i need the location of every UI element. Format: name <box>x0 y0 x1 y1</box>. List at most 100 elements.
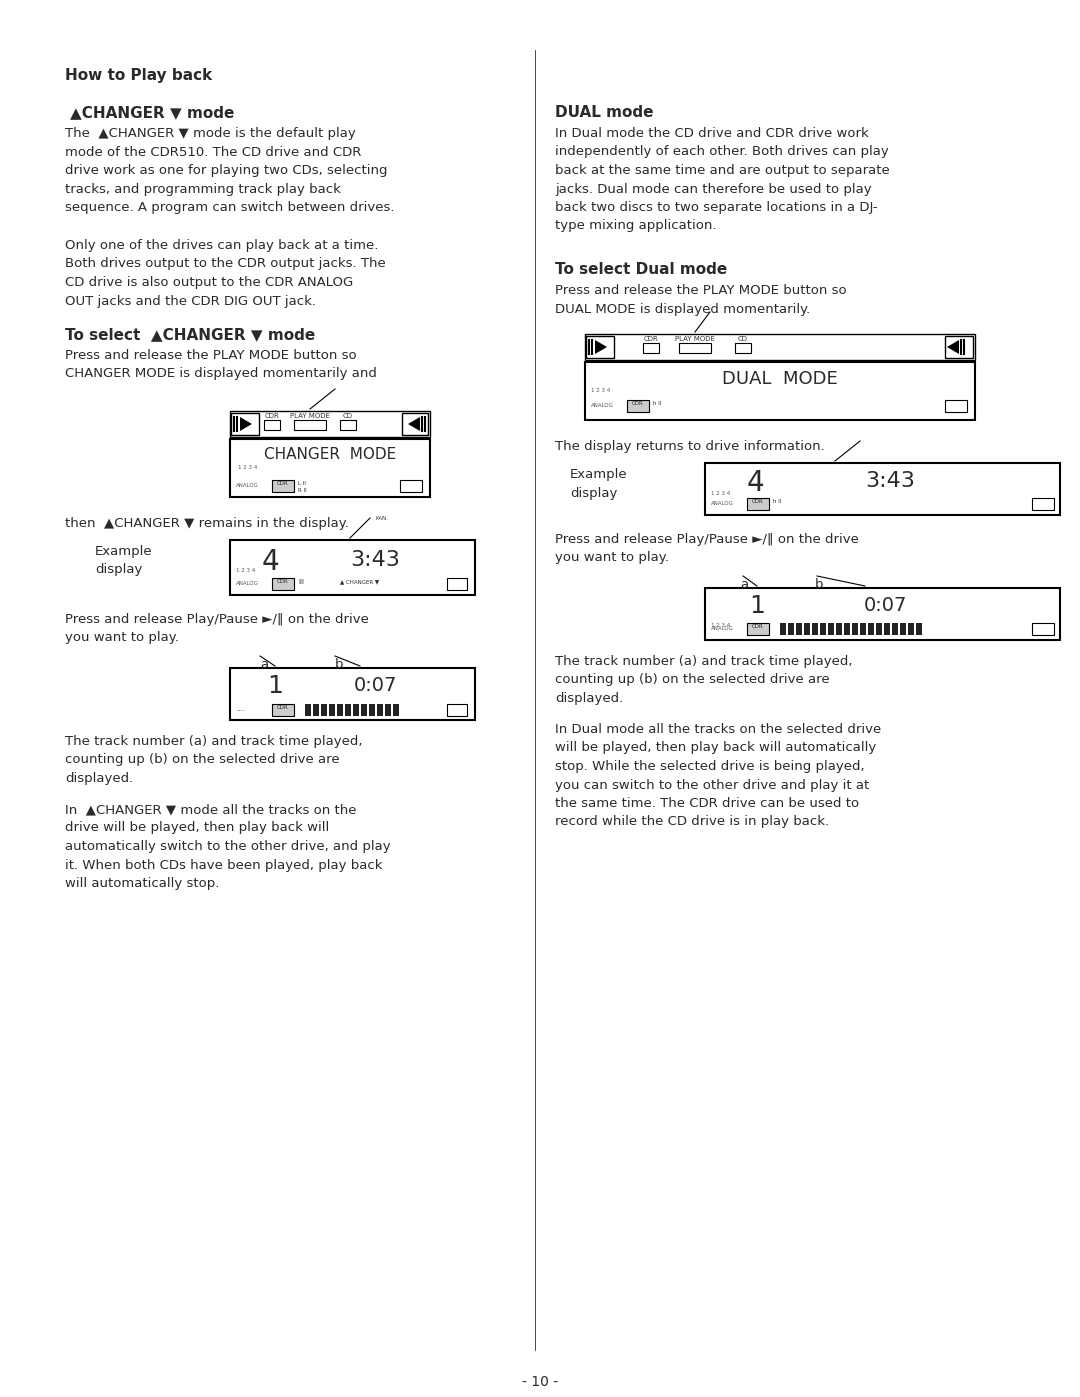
Text: The  ▲CHANGER ▼ mode is the default play
mode of the CDR510. The CD drive and CD: The ▲CHANGER ▼ mode is the default play … <box>65 127 394 214</box>
Bar <box>747 497 769 510</box>
Bar <box>305 704 311 717</box>
Text: 3:43: 3:43 <box>865 471 915 490</box>
Bar <box>916 623 922 636</box>
Text: The display returns to drive information.: The display returns to drive information… <box>555 440 825 453</box>
Bar <box>321 704 327 717</box>
Text: 0:07: 0:07 <box>353 676 396 694</box>
Text: CHANGER  MODE: CHANGER MODE <box>264 447 396 462</box>
Text: h II: h II <box>653 401 661 407</box>
Bar <box>860 623 866 636</box>
Bar <box>885 623 890 636</box>
Text: 1 2 3 4: 1 2 3 4 <box>237 569 255 573</box>
Text: CD: CD <box>738 337 748 342</box>
Text: DUAL mode: DUAL mode <box>555 105 653 120</box>
Bar <box>627 400 649 412</box>
Bar <box>353 704 359 717</box>
Text: ANALOG: ANALOG <box>711 502 734 506</box>
Bar <box>747 623 769 636</box>
Bar <box>836 623 842 636</box>
Text: ANALOG: ANALOG <box>591 402 613 408</box>
Bar <box>796 623 802 636</box>
Text: PLAY MODE: PLAY MODE <box>675 337 715 342</box>
Text: CDR: CDR <box>265 414 280 419</box>
Text: In  ▲CHANGER ▼ mode all the tracks on the
drive will be played, then play back w: In ▲CHANGER ▼ mode all the tracks on the… <box>65 803 391 890</box>
Bar <box>361 704 367 717</box>
Bar <box>230 668 475 719</box>
Text: In Dual mode the CD drive and CDR drive work
independently of each other. Both d: In Dual mode the CD drive and CDR drive … <box>555 127 890 232</box>
Bar <box>828 623 834 636</box>
Text: ANALOG: ANALOG <box>237 483 259 488</box>
Bar <box>679 344 711 353</box>
Text: 1 2 3 4: 1 2 3 4 <box>238 465 257 469</box>
Bar <box>447 578 467 590</box>
Text: Press and release Play/Pause ►/‖ on the drive
you want to play.: Press and release Play/Pause ►/‖ on the … <box>65 613 369 644</box>
Bar <box>945 337 973 358</box>
Bar <box>945 400 967 412</box>
Text: PLAY MODE: PLAY MODE <box>291 414 329 419</box>
Text: To select  ▲CHANGER ▼ mode: To select ▲CHANGER ▼ mode <box>65 327 315 342</box>
Bar <box>780 623 786 636</box>
Text: Press and release the PLAY MODE button so
DUAL MODE is displayed momentarily.: Press and release the PLAY MODE button s… <box>555 284 847 316</box>
Bar <box>313 704 319 717</box>
Bar <box>705 462 1059 515</box>
Text: 1 2 3 4: 1 2 3 4 <box>711 490 730 496</box>
Bar <box>1032 623 1054 636</box>
Bar <box>585 362 975 420</box>
Polygon shape <box>595 339 607 353</box>
Bar <box>585 334 975 360</box>
Polygon shape <box>240 416 252 432</box>
Text: CDR: CDR <box>278 481 288 486</box>
Bar <box>900 623 906 636</box>
Bar <box>705 588 1059 640</box>
Text: The track number (a) and track time played,
counting up (b) on the selected driv: The track number (a) and track time play… <box>65 735 363 785</box>
Bar <box>337 704 343 717</box>
Bar <box>843 623 850 636</box>
Text: Only one of the drives can play back at a time.
Both drives output to the CDR ou: Only one of the drives can play back at … <box>65 239 386 307</box>
Text: then  ▲CHANGER ▼ remains in the display.: then ▲CHANGER ▼ remains in the display. <box>65 517 349 529</box>
Bar <box>892 623 897 636</box>
Bar <box>272 481 294 492</box>
Bar <box>369 704 375 717</box>
Text: a: a <box>260 658 268 671</box>
Bar <box>852 623 858 636</box>
Text: ANALOG: ANALOG <box>711 626 734 631</box>
Text: h II: h II <box>773 499 782 504</box>
Text: 1 2 3 4: 1 2 3 4 <box>591 388 610 393</box>
Text: CD: CD <box>343 414 353 419</box>
Text: b: b <box>335 658 343 671</box>
Bar <box>264 420 280 430</box>
Text: Example
display: Example display <box>570 468 627 500</box>
Text: R II: R II <box>298 488 307 493</box>
Polygon shape <box>947 339 959 353</box>
Text: a: a <box>740 578 748 591</box>
Bar <box>340 420 356 430</box>
Bar <box>735 344 751 353</box>
Bar <box>230 439 430 497</box>
Text: CDR: CDR <box>278 578 288 584</box>
Text: CDR: CDR <box>278 705 288 710</box>
Bar <box>402 414 428 434</box>
Bar <box>272 704 294 717</box>
Text: How to Play back: How to Play back <box>65 68 213 82</box>
Text: ANALOG: ANALOG <box>237 581 259 585</box>
Bar <box>788 623 794 636</box>
Text: DUAL  MODE: DUAL MODE <box>723 370 838 388</box>
Bar <box>294 420 326 430</box>
Text: 0:07: 0:07 <box>863 597 907 615</box>
Bar <box>447 704 467 717</box>
Text: 1 2 3 4: 1 2 3 4 <box>711 623 730 629</box>
Text: ▲CHANGER ▼ mode: ▲CHANGER ▼ mode <box>70 105 234 120</box>
Bar <box>230 541 475 595</box>
Text: ▲ CHANGER ▼: ▲ CHANGER ▼ <box>340 578 379 584</box>
Bar <box>329 704 335 717</box>
Text: III: III <box>298 578 303 585</box>
Text: CDR: CDR <box>632 401 644 407</box>
Text: To select Dual mode: To select Dual mode <box>555 263 727 277</box>
Text: Press and release Play/Pause ►/‖ on the drive
you want to play.: Press and release Play/Pause ►/‖ on the … <box>555 534 859 564</box>
Text: b: b <box>815 578 824 591</box>
Bar <box>393 704 399 717</box>
Bar <box>400 481 422 492</box>
Text: CDR: CDR <box>752 624 764 629</box>
Text: In Dual mode all the tracks on the selected drive
will be played, then play back: In Dual mode all the tracks on the selec… <box>555 724 881 828</box>
Bar <box>384 704 391 717</box>
